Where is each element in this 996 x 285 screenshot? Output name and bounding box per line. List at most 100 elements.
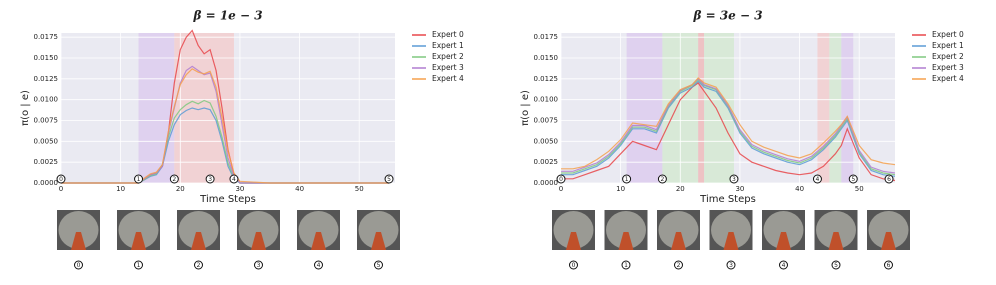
thumbnail-robot [881, 232, 896, 250]
thumbnail-marker [254, 260, 263, 270]
thumbnail-label: 0 [77, 262, 81, 269]
thumbnail-view [298, 211, 339, 249]
legend-label: Expert 0 [932, 30, 964, 39]
highlight-span [698, 33, 705, 183]
legend-label: Expert 1 [932, 41, 964, 50]
y-tick-label: 0.0075 [534, 117, 559, 125]
x-tick-label: 0 [59, 185, 63, 193]
highlight-span [841, 33, 854, 183]
thumbnail-marker [726, 260, 736, 270]
step-marker [384, 174, 394, 184]
legend-label: Expert 0 [432, 30, 464, 39]
thumbnail-robot [566, 232, 581, 250]
thumbnail-marker [314, 260, 323, 270]
step-marker-label: 5 [851, 176, 855, 183]
thumbnail-robot [776, 232, 791, 250]
highlight-span [626, 33, 663, 183]
legend-label: Expert 3 [932, 63, 964, 72]
x-tick-label: 40 [295, 185, 304, 193]
step-marker-label: 0 [559, 176, 563, 183]
thumbnail-label: 5 [834, 262, 838, 269]
thumbnail-view [606, 211, 646, 249]
thumbnail-robot [251, 232, 266, 250]
thumbnail-label: 0 [572, 262, 576, 269]
step-marker-label: 1 [137, 176, 141, 183]
x-axis-label: Time Steps [699, 194, 756, 205]
step-marker-label: 4 [816, 176, 820, 183]
series-line [561, 80, 896, 177]
step-marker-label: 2 [660, 176, 664, 183]
step-marker-label: 4 [232, 176, 236, 183]
step-marker-label: 2 [172, 176, 176, 183]
thumbnail-label: 6 [887, 262, 891, 269]
step-marker [134, 174, 144, 184]
highlight-span [817, 33, 830, 183]
chart-title: β = 1e − 3 [192, 9, 262, 23]
y-tick-label: 0.0100 [34, 96, 59, 104]
thumbnail-label: 5 [377, 262, 381, 269]
y-axis-label: π(o | e) [520, 90, 531, 126]
x-tick-label: 10 [616, 185, 625, 193]
thumbnail-label: 3 [729, 262, 733, 269]
thumbnail-marker [134, 260, 143, 270]
thumbnail-view [58, 211, 99, 249]
thumbnail-robot [828, 232, 844, 250]
thumbnail-robot [191, 232, 206, 250]
thumbnail-label: 3 [257, 262, 261, 269]
thumbnail-marker [831, 260, 841, 270]
thumbnail-marker [374, 260, 383, 270]
thumbnail-view [118, 211, 159, 249]
thumbnail-robot [371, 232, 386, 250]
thumbnail-label: 4 [317, 262, 321, 269]
series-line [561, 77, 896, 170]
x-axis-label: Time Steps [199, 194, 256, 205]
step-marker [56, 174, 66, 184]
y-tick-label: 0.0125 [34, 75, 59, 83]
highlight-span [138, 33, 175, 183]
thumbnail-marker [674, 260, 683, 270]
thumbnail-view [358, 211, 399, 249]
thumbnail-marker [621, 260, 631, 270]
step-marker-label: 6 [887, 176, 891, 183]
thumbnail-marker [194, 260, 203, 270]
step-marker-label: 3 [732, 176, 736, 183]
x-tick-label: 0 [559, 185, 563, 193]
thumbnail-label: 4 [782, 262, 786, 269]
thumbnail-view [816, 211, 856, 249]
y-tick-label: 0.0000 [534, 179, 559, 187]
step-marker-label: 5 [387, 176, 391, 183]
legend-label: Expert 2 [432, 52, 464, 61]
legend-label: Expert 4 [932, 74, 964, 83]
step-marker [556, 174, 566, 184]
thumbnail-robot [723, 232, 739, 250]
y-tick-label: 0.0075 [34, 117, 59, 125]
step-marker [884, 174, 894, 184]
y-tick-label: 0.0150 [534, 54, 559, 62]
thumbnail-view [238, 211, 279, 249]
thumbnail-marker [779, 260, 788, 270]
thumbnail-view [658, 211, 699, 249]
thumbnail-label: 1 [137, 262, 141, 269]
legend-label: Expert 4 [432, 74, 464, 83]
series-line [561, 82, 896, 182]
thumbnail-view [553, 211, 594, 249]
x-tick-label: 10 [116, 185, 125, 193]
y-tick-label: 0.0175 [534, 33, 559, 41]
y-axis-label: π(o | e) [20, 90, 31, 126]
y-tick-label: 0.0000 [34, 179, 59, 187]
step-marker-label: 3 [208, 176, 212, 183]
legend-label: Expert 2 [932, 52, 964, 61]
thumbnail-robot [71, 232, 86, 250]
y-tick-label: 0.0025 [534, 158, 559, 166]
x-tick-label: 50 [355, 185, 364, 193]
legend-label: Expert 1 [432, 41, 464, 50]
thumbnail-robot [131, 232, 146, 250]
thumbnail-robot [311, 232, 326, 250]
thumbnail-label: 1 [624, 262, 628, 269]
thumbnail-marker [74, 260, 83, 270]
thumbnail-marker [569, 260, 578, 270]
y-tick-label: 0.0050 [34, 137, 59, 145]
x-tick-label: 30 [235, 185, 244, 193]
step-marker [657, 174, 667, 184]
